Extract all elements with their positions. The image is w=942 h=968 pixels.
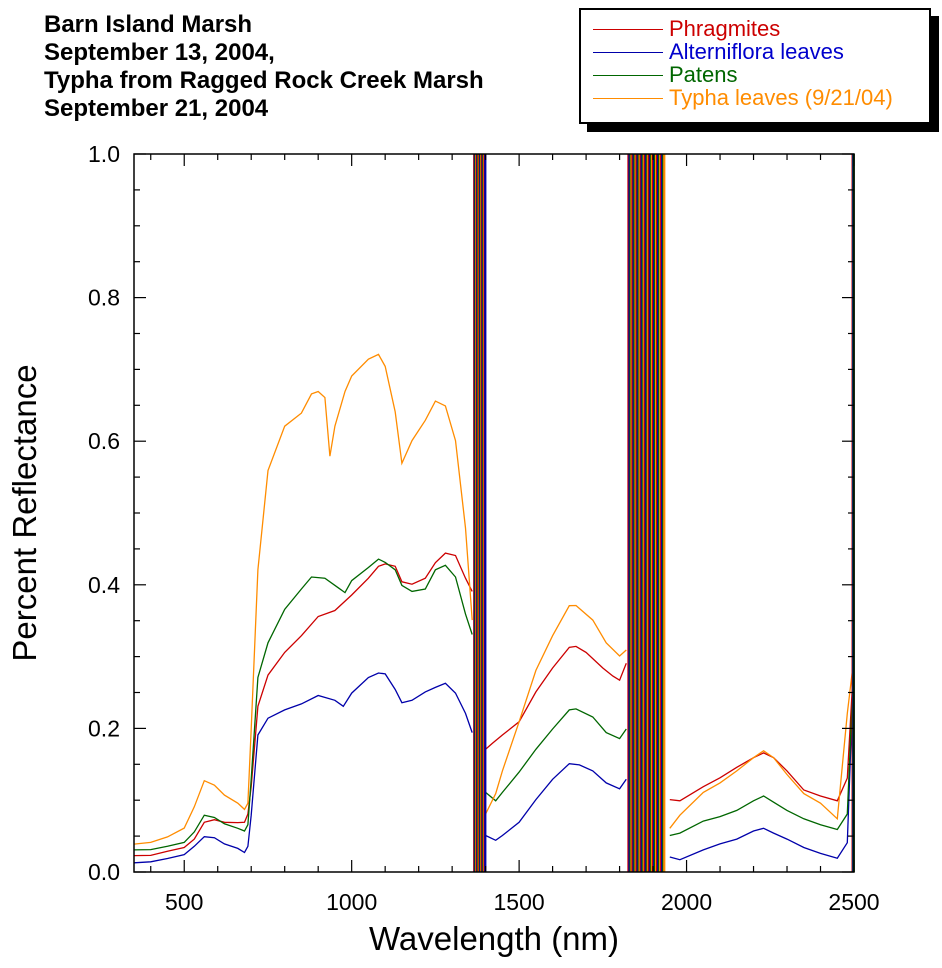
series-line-patens-3 bbox=[669, 657, 854, 837]
y-tick-label: 0.6 bbox=[88, 428, 120, 454]
legend-entry-alterniflora: Alterniflora leaves bbox=[593, 39, 844, 64]
y-tick-label: 0.4 bbox=[88, 572, 120, 598]
series-line-typha-3 bbox=[669, 657, 854, 829]
chart-title-line-1: Barn Island Marsh bbox=[44, 11, 253, 38]
chart-title-line-4: September 21, 2004 bbox=[44, 95, 269, 122]
y-tick-label: 0.0 bbox=[88, 859, 120, 885]
x-tick-label: 2000 bbox=[661, 889, 712, 915]
y-tick-label: 1.0 bbox=[88, 141, 120, 167]
legend-swatch-alterniflora bbox=[593, 51, 663, 53]
series-line-patens-1 bbox=[134, 558, 473, 851]
series-line-phragmites-3 bbox=[669, 657, 854, 802]
series-line-phragmites-1 bbox=[134, 552, 473, 857]
legend-entry-patens: Patens bbox=[593, 62, 738, 87]
series-line-typha-1 bbox=[134, 353, 473, 845]
x-tick-label: 1500 bbox=[494, 889, 545, 915]
y-tick-label: 0.2 bbox=[88, 715, 120, 741]
series-line-phragmites-2 bbox=[485, 645, 627, 750]
legend-entry-typha: Typha leaves (9/21/04) bbox=[593, 85, 893, 110]
series-line-alterniflora-1 bbox=[134, 672, 473, 864]
legend-swatch-patens bbox=[593, 74, 663, 76]
y-tick-label: 0.8 bbox=[88, 285, 120, 311]
chart-legend: Phragmites Alterniflora leaves Patens Ty… bbox=[579, 8, 931, 124]
chart-title-line-2: September 13, 2004, bbox=[44, 39, 275, 66]
legend-label-typha: Typha leaves (9/21/04) bbox=[669, 85, 893, 110]
series-line-typha-2 bbox=[485, 604, 627, 815]
legend-label-alterniflora: Alterniflora leaves bbox=[669, 39, 844, 64]
series-line-alterniflora-3 bbox=[669, 657, 854, 861]
legend-swatch-typha bbox=[593, 97, 663, 99]
x-axis-label: Wavelength (nm) bbox=[369, 920, 619, 957]
legend-swatch-phragmites bbox=[593, 28, 663, 30]
legend-entry-phragmites: Phragmites bbox=[593, 16, 781, 41]
legend-label-phragmites: Phragmites bbox=[669, 16, 781, 41]
y-axis-label: Percent Reflectance bbox=[6, 364, 43, 661]
legend-label-patens: Patens bbox=[669, 62, 738, 87]
x-tick-label: 1000 bbox=[326, 889, 377, 915]
chart-title-line-3: Typha from Ragged Rock Creek Marsh bbox=[44, 67, 484, 94]
x-tick-label: 500 bbox=[165, 889, 203, 915]
series-line-alterniflora-2 bbox=[485, 763, 627, 842]
x-tick-label: 2500 bbox=[828, 889, 879, 915]
series-line-patens-2 bbox=[485, 708, 627, 802]
